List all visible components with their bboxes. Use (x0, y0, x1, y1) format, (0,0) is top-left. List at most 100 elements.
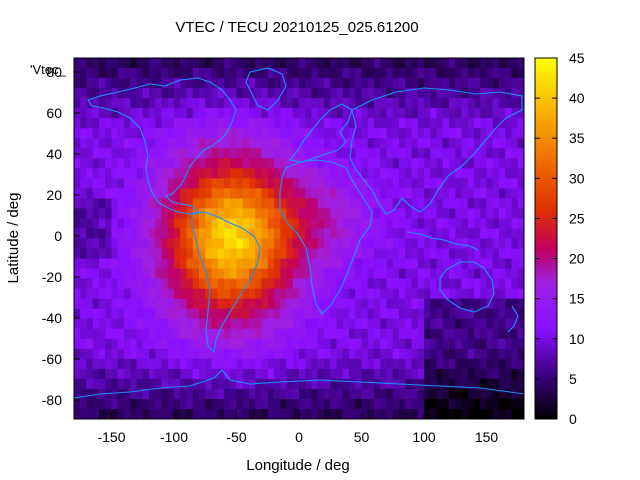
heatmap-cell (311, 278, 319, 290)
heatmap-cell (236, 308, 244, 320)
heatmap-cell (336, 118, 344, 129)
heatmap-cell (492, 88, 500, 99)
heatmap-cell (249, 108, 256, 119)
heatmap-cell (155, 368, 163, 380)
heatmap-cell (467, 98, 475, 109)
heatmap-cell (330, 68, 338, 79)
heatmap-cell (230, 368, 238, 380)
heatmap-cell (74, 258, 81, 270)
heatmap-cell (367, 178, 375, 189)
heatmap-cell (517, 188, 524, 199)
heatmap-cell (417, 68, 425, 79)
heatmap-cell (180, 348, 188, 360)
heatmap-cell (367, 308, 375, 320)
heatmap-cell (317, 158, 325, 169)
heatmap-cell (86, 198, 94, 210)
heatmap-cell (224, 108, 231, 119)
heatmap-cell (86, 398, 94, 410)
heatmap-cell (374, 138, 381, 149)
heatmap-cell (361, 278, 369, 290)
heatmap-cell (92, 208, 100, 220)
heatmap-cell (130, 168, 138, 179)
heatmap-cell (405, 238, 413, 250)
heatmap-cell (399, 338, 406, 350)
heatmap-cell (105, 258, 113, 270)
heatmap-cell (274, 228, 281, 240)
colorbar-tick-label: 15 (569, 291, 585, 307)
heatmap-cell (392, 248, 400, 260)
heatmap-cell (505, 68, 513, 79)
heatmap-cell (217, 168, 225, 179)
heatmap-cell (117, 398, 125, 410)
heatmap-cell (392, 298, 400, 310)
heatmap-cell (274, 208, 281, 220)
heatmap-cell (111, 248, 119, 260)
heatmap-cell (317, 138, 325, 149)
heatmap-cell (386, 388, 394, 400)
heatmap-cell (180, 188, 188, 199)
heatmap-cell (199, 128, 206, 139)
heatmap-cell (511, 268, 519, 280)
heatmap-cell (105, 118, 113, 129)
heatmap-cell (442, 368, 450, 380)
heatmap-cell (217, 238, 225, 250)
heatmap-cell (167, 388, 175, 400)
heatmap-cell (124, 408, 131, 419)
heatmap-cell (424, 298, 431, 310)
heatmap-cell (149, 108, 156, 119)
heatmap-cell (186, 148, 194, 159)
heatmap-cell (205, 228, 213, 240)
heatmap-cell (417, 168, 425, 179)
heatmap-cell (161, 128, 169, 139)
heatmap-cell (292, 298, 300, 310)
heatmap-cell (367, 258, 375, 270)
heatmap-cell (211, 328, 219, 340)
heatmap-cell (330, 408, 338, 419)
heatmap-cell (455, 158, 463, 169)
heatmap-cell (442, 258, 450, 270)
heatmap-cell (180, 78, 188, 89)
heatmap-cell (205, 388, 213, 400)
heatmap-cell (249, 398, 256, 410)
heatmap-cell (86, 138, 94, 149)
heatmap-cell (174, 338, 181, 350)
heatmap-cell (461, 98, 469, 109)
heatmap-cell (474, 378, 481, 390)
heatmap-cell (499, 148, 506, 159)
heatmap-cell (417, 258, 425, 270)
heatmap-cell (430, 258, 438, 270)
heatmap-cell (105, 298, 113, 310)
heatmap-cell (92, 58, 100, 69)
heatmap-cell (330, 318, 338, 330)
heatmap-cell (436, 198, 444, 210)
heatmap-cell (392, 158, 400, 169)
heatmap-cell (336, 358, 344, 370)
heatmap-cell (274, 158, 281, 169)
heatmap-cell (417, 58, 425, 69)
heatmap-cell (292, 88, 300, 99)
heatmap-cell (149, 348, 156, 360)
heatmap-cell (305, 258, 313, 270)
heatmap-cell (117, 248, 125, 260)
heatmap-cell (161, 338, 169, 350)
heatmap-cell (130, 408, 138, 419)
heatmap-cell (236, 258, 244, 270)
heatmap-cell (442, 338, 450, 350)
heatmap-cell (286, 288, 294, 300)
heatmap-cell (405, 128, 413, 139)
heatmap-cell (180, 208, 188, 220)
heatmap-cell (111, 228, 119, 240)
heatmap-cell (324, 198, 331, 210)
heatmap-cell (155, 178, 163, 189)
heatmap-cell (199, 408, 206, 419)
heatmap-cell (499, 108, 506, 119)
heatmap-cell (474, 68, 481, 79)
heatmap-cell (361, 118, 369, 129)
heatmap-cell (192, 118, 200, 129)
heatmap-cell (274, 338, 281, 350)
heatmap-cell (292, 328, 300, 340)
heatmap-cell (192, 68, 200, 79)
heatmap-cell (136, 348, 144, 360)
heatmap-cell (242, 178, 250, 189)
heatmap-cell (242, 368, 250, 380)
